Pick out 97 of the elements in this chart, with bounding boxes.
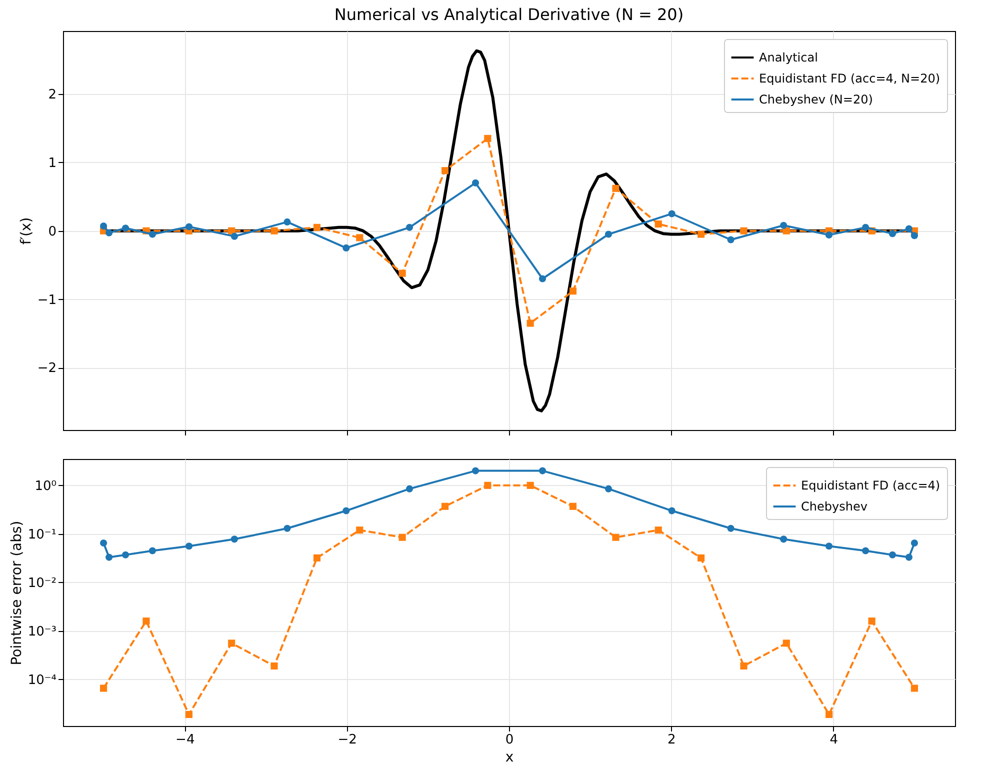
point [472, 179, 480, 186]
point [148, 230, 156, 238]
point [230, 536, 238, 543]
point [740, 662, 748, 670]
legend-label: Analytical [759, 50, 818, 64]
point [612, 184, 620, 192]
point [780, 222, 788, 229]
legend-label: Chebyshev (N=20) [759, 92, 873, 106]
x-tick-label: 0 [505, 732, 514, 748]
point [270, 227, 278, 234]
point [406, 485, 414, 492]
point [604, 485, 612, 492]
point [398, 270, 406, 277]
point [538, 467, 546, 474]
point [910, 232, 918, 240]
point [313, 554, 321, 562]
x-tick-label: −4 [176, 732, 195, 748]
point [342, 507, 350, 514]
point [148, 547, 156, 554]
point [888, 230, 896, 238]
point [106, 229, 113, 236]
point [740, 227, 748, 234]
point [406, 224, 414, 231]
point [270, 662, 278, 670]
point [484, 134, 492, 142]
y-tick-label: −2 [37, 361, 56, 376]
point [284, 218, 291, 226]
y-tick-label: 10⁻⁴ [28, 672, 56, 688]
point [106, 554, 113, 561]
point [538, 275, 546, 282]
point [727, 236, 734, 244]
x-tick-label: 2 [668, 732, 676, 748]
point [727, 524, 734, 532]
y-tick-label: 10⁻¹ [28, 527, 56, 542]
y-tick-label: 10⁻² [28, 576, 56, 591]
point [697, 554, 705, 562]
point [668, 210, 676, 218]
point [780, 536, 788, 543]
point [862, 224, 870, 231]
point [122, 551, 130, 558]
legend-label: Chebyshev [801, 500, 868, 514]
point [142, 618, 150, 625]
x-tick-label: 4 [830, 732, 838, 748]
point [868, 618, 876, 625]
legend-label: Equidistant FD (acc=4, N=20) [759, 72, 940, 86]
legend-label: Equidistant FD (acc=4) [801, 478, 940, 492]
point [484, 482, 492, 489]
point [185, 710, 192, 718]
point [441, 167, 449, 174]
y-tick-label: 1 [48, 156, 56, 171]
y-axis-title: f′(x) [18, 217, 34, 245]
point [782, 227, 790, 234]
point [441, 502, 449, 510]
point [825, 542, 833, 550]
point [100, 684, 108, 692]
point [230, 232, 238, 240]
y-tick-label: 10⁻³ [28, 624, 56, 640]
point [398, 534, 406, 541]
point [654, 220, 662, 228]
point [122, 224, 130, 232]
point [604, 230, 612, 238]
point [905, 554, 912, 561]
point [342, 244, 350, 252]
point [472, 467, 480, 474]
point [888, 551, 896, 558]
point [862, 547, 870, 554]
point [228, 640, 236, 647]
point [284, 524, 291, 532]
point [782, 640, 790, 647]
x-axis-title: x [505, 750, 514, 766]
point [185, 223, 193, 230]
y-tick-label: 2 [48, 87, 56, 102]
point [910, 539, 918, 547]
point [825, 231, 833, 238]
point [526, 320, 534, 327]
point [826, 710, 833, 718]
point [100, 222, 108, 230]
chart-title: Numerical vs Analytical Derivative (N = 20) [334, 5, 684, 24]
point [612, 534, 620, 541]
x-tick-label: −2 [338, 732, 357, 748]
point [910, 684, 918, 692]
point [654, 526, 662, 534]
point [526, 482, 534, 489]
point [313, 224, 321, 231]
point [356, 234, 364, 242]
y-tick-label: 0 [48, 224, 56, 240]
point [668, 507, 676, 514]
point [100, 539, 108, 547]
y-axis-title: Pointwise error (abs) [8, 520, 25, 666]
point [905, 225, 912, 232]
y-tick-label: 10⁰ [34, 478, 56, 494]
point [356, 526, 364, 534]
point [185, 542, 193, 550]
point [569, 502, 577, 510]
point [697, 230, 705, 238]
point [569, 288, 577, 295]
y-tick-label: −1 [37, 292, 56, 308]
